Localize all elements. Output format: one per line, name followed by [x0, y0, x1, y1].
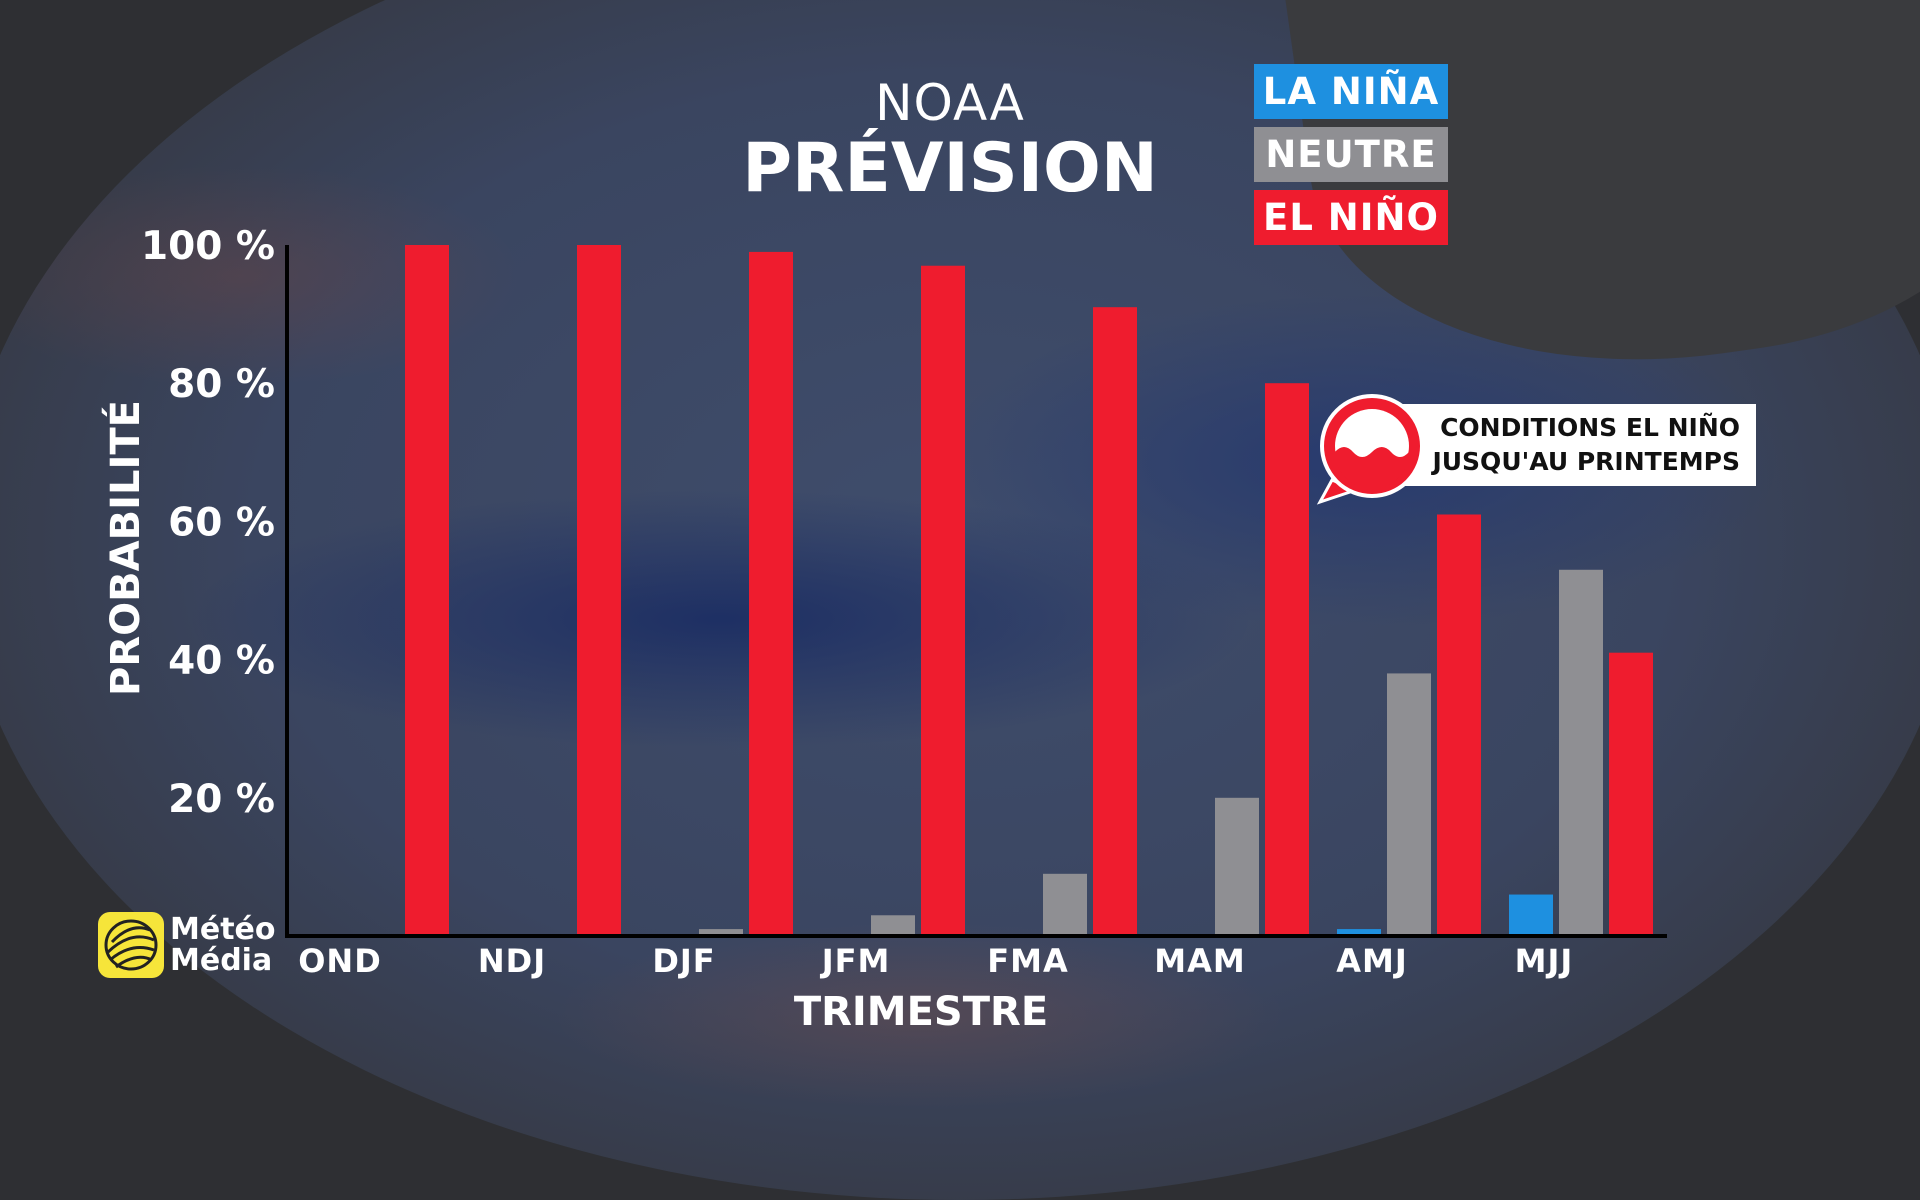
x-tick-label: FMA — [987, 942, 1068, 980]
x-tick-label: MJJ — [1515, 942, 1574, 980]
brand-line-1: Météo — [170, 912, 276, 947]
x-tick-label: MAM — [1154, 942, 1245, 980]
y-tick-labels: 20 % 40 % 60 % 80 % 100 % — [141, 224, 275, 822]
chart-header: NOAA PRÉVISION — [740, 74, 1160, 206]
legend-item-el-nino: EL NIÑO — [1254, 190, 1448, 245]
chart-source: NOAA — [875, 74, 1025, 132]
callout-line-2: JUSQU'AU PRINTEMPS — [1432, 447, 1740, 476]
bar-fma-2 — [1093, 307, 1137, 936]
callout-line-1: CONDITIONS EL NIÑO — [1440, 413, 1740, 442]
bars-group — [405, 245, 1653, 937]
bar-jfm-2 — [921, 265, 965, 937]
brand-name: Météo Média — [170, 914, 276, 976]
chart-title: PRÉVISION — [742, 129, 1158, 208]
y-tick-label: 20 % — [168, 777, 275, 822]
bar-fma-1 — [1043, 873, 1087, 936]
callout-box: CONDITIONS EL NIÑO JUSQU'AU PRINTEMPS — [1386, 404, 1756, 486]
y-tick-label: 60 % — [168, 500, 275, 545]
legend: LA NIÑA NEUTRE EL NIÑO — [1254, 64, 1448, 253]
bar-mjj-1 — [1559, 569, 1603, 936]
el-nino-wave-icon — [1316, 394, 1424, 505]
y-axis-title: PROBABILITÉ — [101, 400, 149, 696]
bar-amj-2 — [1437, 514, 1481, 936]
brand-logo: Météo Média — [98, 912, 288, 980]
bar-amj-0 — [1337, 929, 1381, 936]
x-tick-label: NDJ — [478, 942, 546, 980]
bar-mjj-2 — [1609, 652, 1653, 936]
bar-djf-2 — [749, 251, 793, 936]
callout: CONDITIONS EL NIÑO JUSQU'AU PRINTEMPS — [1316, 394, 1756, 506]
bar-ond-2 — [405, 245, 449, 936]
bar-mjj-0 — [1509, 894, 1553, 936]
bar-mam-2 — [1265, 383, 1309, 936]
x-axis-title: TRIMESTRE — [794, 989, 1048, 1035]
y-tick-label: 80 % — [168, 362, 275, 407]
legend-item-la-nina: LA NIÑA — [1254, 64, 1448, 119]
brand-line-2: Média — [170, 943, 273, 978]
x-tick-label: DJF — [652, 942, 715, 980]
bar-mam-1 — [1215, 797, 1259, 936]
x-tick-label: JFM — [820, 942, 891, 980]
x-tick-label: OND — [298, 942, 382, 980]
bar-ndj-2 — [577, 245, 621, 936]
y-tick-label: 40 % — [168, 639, 275, 684]
bar-amj-1 — [1387, 673, 1431, 936]
meteomedia-globe-icon — [98, 912, 164, 978]
x-tick-labels: OND NDJ DJF JFM FMA MAM AMJ MJJ — [298, 942, 1574, 980]
bar-jfm-1 — [871, 915, 915, 936]
legend-item-neutre: NEUTRE — [1254, 127, 1448, 182]
x-tick-label: AMJ — [1336, 942, 1408, 980]
bar-chart: 20 % 40 % 60 % 80 % 100 % OND NDJ DJF JFM FMA MAM… — [101, 224, 1667, 1035]
bar-djf-1 — [699, 929, 743, 936]
y-tick-label: 100 % — [141, 224, 275, 269]
